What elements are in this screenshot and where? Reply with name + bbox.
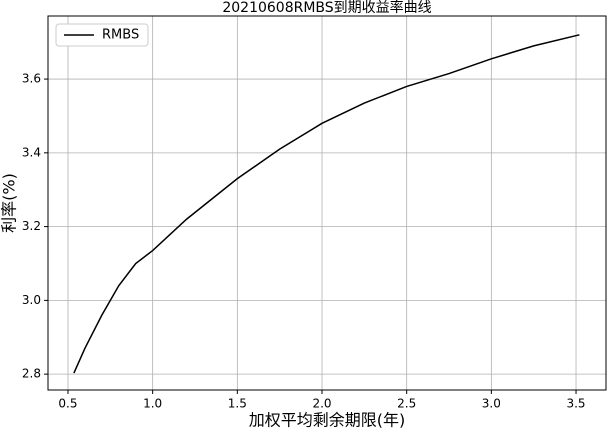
x-tick-label: 1.0 — [143, 397, 162, 411]
chart-title: 20210608RMBS到期收益率曲线 — [222, 0, 431, 16]
legend-label: RMBS — [102, 28, 139, 43]
legend-box — [55, 23, 149, 47]
x-tick-label: 2.5 — [397, 397, 416, 411]
y-axis-label: 利率(%) — [0, 173, 19, 233]
x-tick-label: 3.0 — [482, 397, 501, 411]
plot-frame — [47, 15, 607, 391]
data-line — [73, 34, 580, 374]
x-tick-label: 1.5 — [228, 397, 247, 411]
x-tick-label: 3.5 — [566, 397, 585, 411]
x-tick-label: 0.5 — [58, 397, 77, 411]
x-tick-label: 2.0 — [312, 397, 331, 411]
y-tick-label: 3.4 — [22, 145, 41, 159]
y-tick-label: 2.8 — [22, 367, 41, 381]
y-tick-label: 3.2 — [22, 219, 41, 233]
y-tick-label: 3.0 — [22, 293, 41, 307]
y-tick-label: 3.6 — [22, 72, 41, 86]
x-axis-label: 加权平均剩余期限(年) — [249, 411, 406, 430]
